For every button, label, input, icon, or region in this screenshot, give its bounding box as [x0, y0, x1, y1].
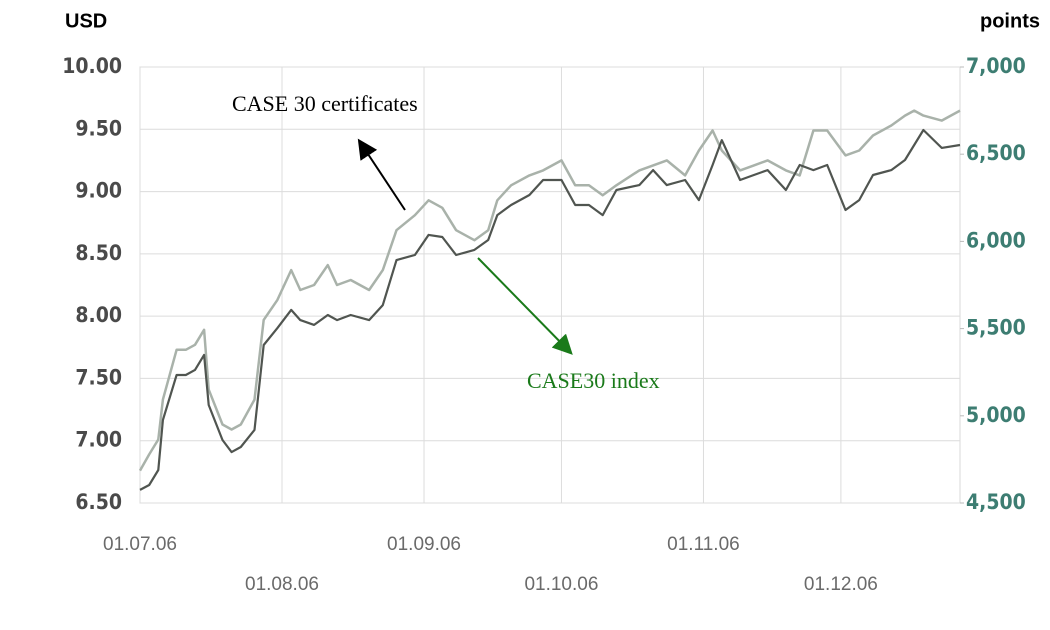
y-tick-label: 10.00 [62, 54, 122, 78]
series-line [139, 128, 961, 491]
y2-tick-label: 5,000 [966, 403, 1026, 427]
series-label: CASE30 index [527, 368, 660, 393]
y2-tick-label: 6,000 [966, 228, 1026, 252]
y-tick-label: 9.00 [75, 179, 122, 203]
y-tick-label: 7.00 [75, 428, 122, 452]
y-tick-label: 8.50 [75, 241, 122, 265]
y-tick-label: 9.50 [75, 116, 122, 140]
y-tick-label: 8.00 [75, 303, 122, 327]
x-tick-label: 01.10.06 [524, 574, 598, 595]
x-tick-label: 01.07.06 [103, 534, 177, 555]
x-tick-label: 01.11.06 [667, 534, 740, 555]
y2-axis-title: points [980, 10, 1040, 32]
series-line [138, 109, 961, 472]
annotation-arrow [477, 257, 573, 355]
x-tick-label: 01.08.06 [245, 574, 319, 595]
y-tick-label: 6.50 [75, 490, 122, 514]
plot-area [139, 66, 961, 504]
annotation-arrow [357, 138, 406, 211]
y-tick-label: 7.50 [75, 365, 122, 389]
y2-tick-label: 7,000 [966, 54, 1026, 78]
series-label: CASE 30 certificates [232, 91, 418, 116]
y-axis-title: USD [65, 10, 107, 32]
y2-tick-label: 5,500 [966, 316, 1026, 340]
x-tick-label: 01.09.06 [387, 534, 461, 555]
x-tick-label: 01.12.06 [804, 574, 878, 595]
y2-tick-label: 6,500 [966, 141, 1026, 165]
y2-tick-label: 4,500 [966, 490, 1026, 514]
